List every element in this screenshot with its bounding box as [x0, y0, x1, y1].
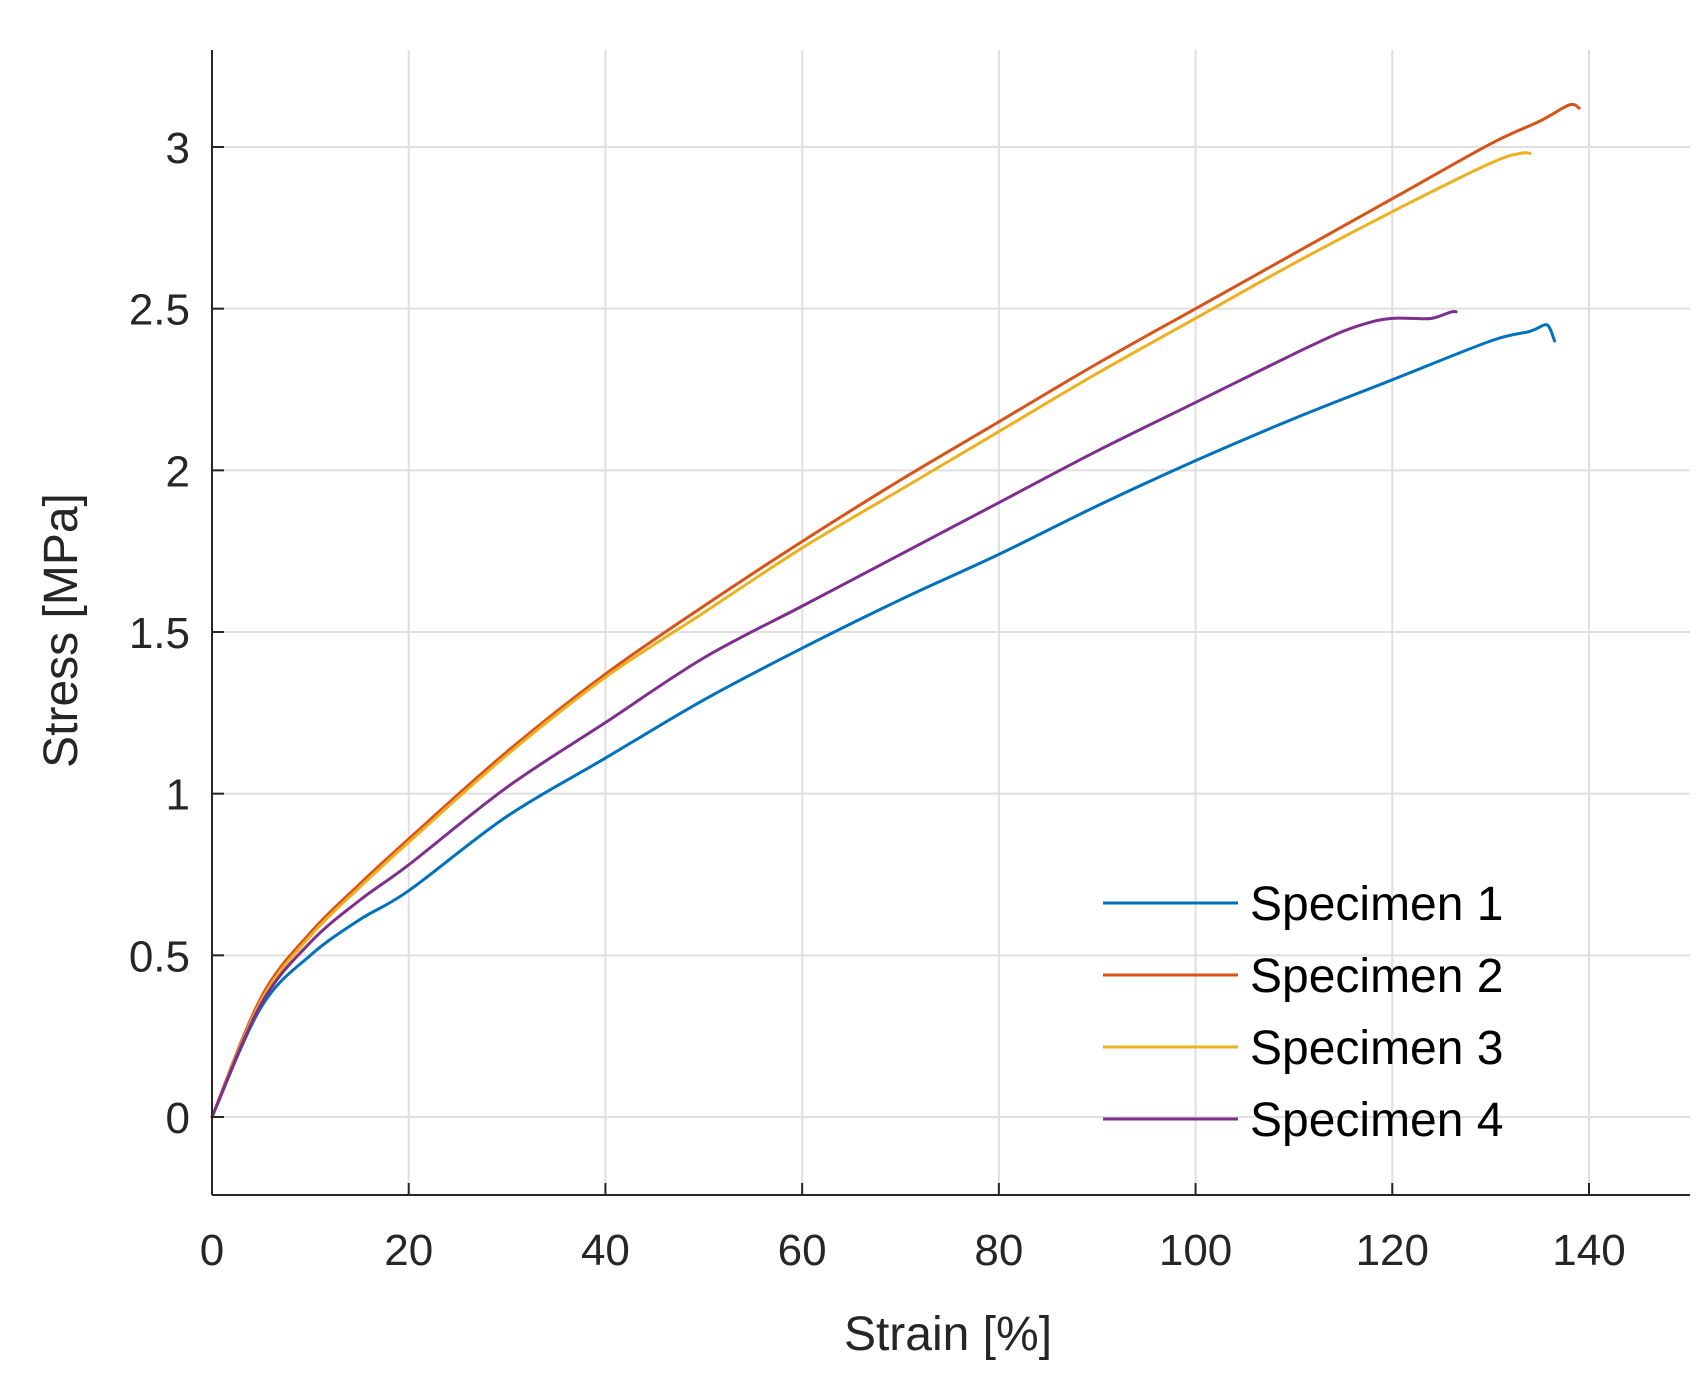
legend-label-1: Specimen 1 [1250, 878, 1503, 931]
grid [212, 50, 1690, 1195]
y-tick-label: 2.5 [129, 286, 190, 335]
y-tick-label: 3 [166, 124, 190, 173]
legend: Specimen 1 Specimen 2 Specimen 3 Specimen 4 [1103, 878, 1503, 1147]
y-tick-label: 0 [166, 1094, 190, 1143]
x-tick-label: 140 [1552, 1226, 1625, 1275]
y-tick-label: 1.5 [129, 609, 190, 658]
x-tick-label: 40 [581, 1226, 630, 1275]
series-line-2 [210, 102, 1581, 1119]
x-tick-label: 60 [778, 1226, 827, 1275]
legend-label-2: Specimen 2 [1250, 950, 1503, 1003]
x-tick-label: 100 [1159, 1226, 1232, 1275]
series-line-3 [210, 151, 1532, 1119]
series-line-1 [210, 323, 1557, 1119]
x-tick-label: 120 [1356, 1226, 1429, 1275]
legend-label-4: Specimen 4 [1250, 1094, 1503, 1147]
x-axis-title: Strain [%] [844, 1308, 1052, 1361]
tick-labels: 0 20 40 60 80 100 120 140 0 0.5 1 1.5 2 2.5 3 [129, 124, 1626, 1275]
x-tick-label: 80 [974, 1226, 1023, 1275]
series-lines [210, 102, 1581, 1119]
y-axis-title: Stress [MPa] [35, 493, 88, 768]
x-tick-label: 0 [200, 1226, 224, 1275]
y-tick-label: 0.5 [129, 932, 190, 981]
legend-label-3: Specimen 3 [1250, 1022, 1503, 1075]
axes [211, 50, 1690, 1196]
series-line-4 [210, 309, 1458, 1119]
y-tick-label: 1 [166, 771, 190, 820]
x-tick-label: 20 [384, 1226, 433, 1275]
y-tick-label: 2 [166, 447, 190, 496]
